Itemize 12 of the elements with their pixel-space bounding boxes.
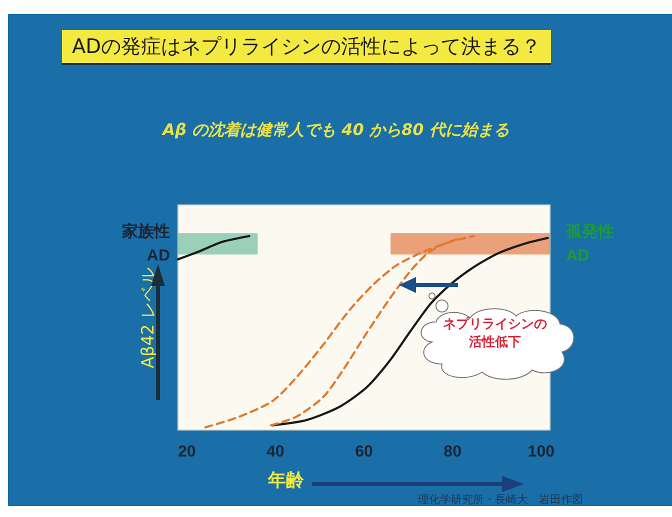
x-tick-label: 20: [178, 444, 196, 460]
x-tick-label: 100: [528, 444, 555, 460]
x-tick-label: 80: [444, 444, 462, 460]
band-label: 家族性 AD: [121, 221, 170, 264]
chart-title: ADの発症はネプリライシンの活性によって決まる？: [62, 30, 552, 65]
x-axis-title: 年齢: [268, 469, 304, 492]
text: 理化学研究所・長崎大 岩田作図: [418, 492, 583, 507]
band-label: 孤発性 AD: [565, 222, 614, 264]
annotation: ネプリライシンの活性低下: [442, 316, 548, 352]
x-tick-label: 60: [355, 444, 373, 460]
x-tick-label: 40: [266, 444, 284, 460]
chart-subtitle: Aβ の沈着は健常人でも 40 から80 代に始まる: [160, 120, 510, 141]
